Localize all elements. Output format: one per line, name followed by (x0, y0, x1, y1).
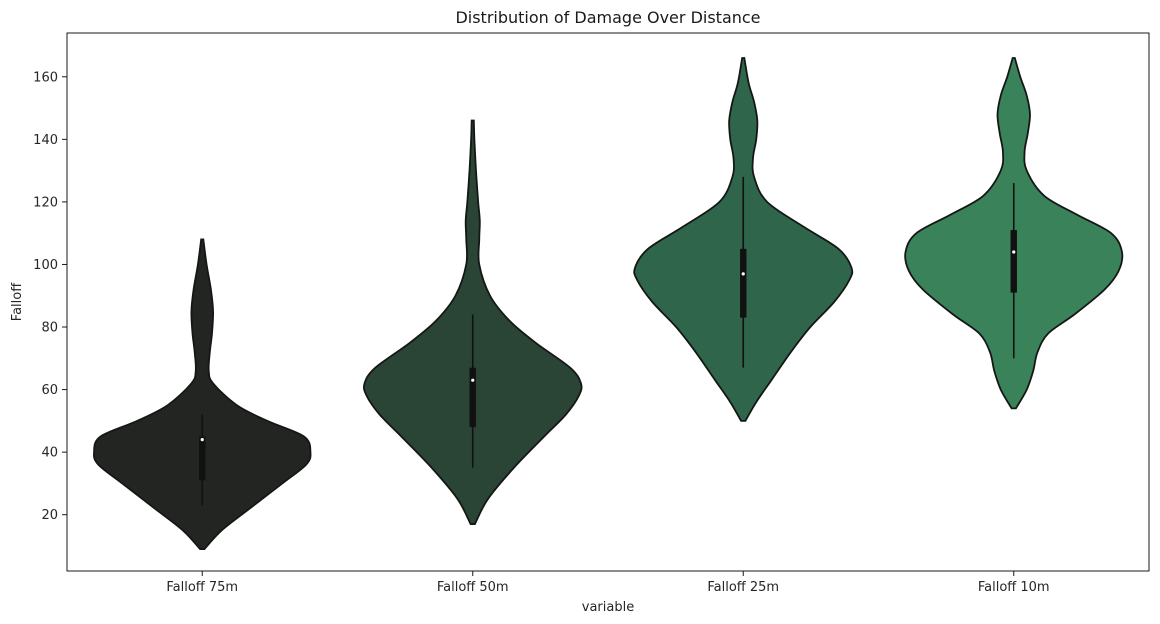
chart-title: Distribution of Damage Over Distance (455, 8, 760, 27)
x-axis-ticks: Falloff 75m Falloff 50m Falloff 25m Falloff… (166, 571, 1050, 595)
violin-median-dot (1012, 250, 1016, 254)
x-tick-label: Falloff 75m (166, 580, 238, 595)
violin-iqr-box (1010, 230, 1017, 293)
violin-4 (904, 57, 1124, 410)
violin-iqr-box (740, 248, 747, 318)
violin-body (93, 238, 312, 551)
plot-frame (66, 32, 1150, 572)
x-tick-label: Falloff 25m (707, 580, 779, 595)
violin-group (93, 57, 1124, 551)
violin-iqr-box (199, 436, 206, 481)
y-axis-label: Falloff (10, 282, 25, 321)
y-tick-label: 40 (41, 446, 58, 461)
y-tick-label: 60 (41, 383, 58, 398)
y-tick-label: 140 (33, 133, 58, 148)
y-tick-label: 160 (33, 70, 58, 85)
violin-1 (93, 238, 312, 551)
y-tick-label: 100 (33, 258, 58, 273)
violin-iqr-box (469, 367, 476, 428)
violin-median-dot (200, 438, 204, 442)
x-tick-label: Falloff 10m (978, 580, 1050, 595)
violin-median-dot (741, 272, 745, 276)
violin-2 (363, 119, 583, 525)
x-tick-label: Falloff 50m (437, 580, 509, 595)
y-axis-ticks: 20 40 60 80 100 120 140 160 (33, 70, 67, 523)
x-axis-label: variable (582, 600, 634, 615)
y-tick-label: 80 (41, 321, 58, 336)
violin-3 (633, 57, 854, 422)
violin-median-dot (471, 378, 475, 382)
y-tick-label: 120 (33, 195, 58, 210)
y-tick-label: 20 (41, 508, 58, 523)
